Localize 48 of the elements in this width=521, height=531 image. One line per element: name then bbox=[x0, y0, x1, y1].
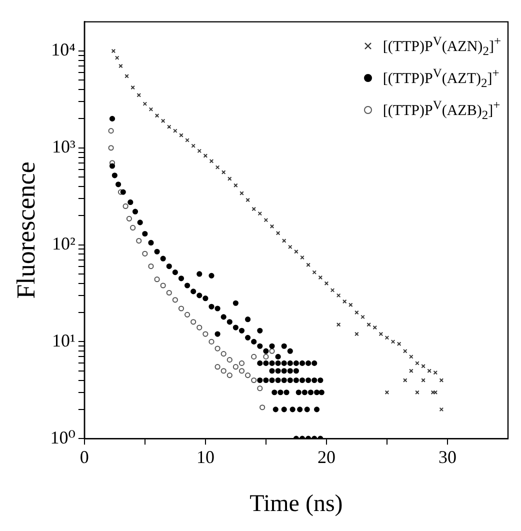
point bbox=[122, 203, 128, 210]
y-tick-label: 10⁴ bbox=[51, 40, 76, 60]
point bbox=[238, 360, 245, 366]
point bbox=[148, 263, 154, 270]
point bbox=[226, 357, 232, 363]
point bbox=[214, 364, 220, 370]
point bbox=[238, 368, 245, 374]
point bbox=[154, 276, 160, 282]
point bbox=[172, 297, 178, 303]
x-tick-label: 0 bbox=[80, 447, 89, 468]
point bbox=[214, 346, 220, 352]
point bbox=[136, 238, 142, 244]
point bbox=[108, 128, 114, 134]
point bbox=[269, 348, 275, 354]
point bbox=[263, 354, 269, 360]
point bbox=[130, 224, 136, 231]
point bbox=[245, 372, 251, 378]
point bbox=[126, 216, 132, 222]
point bbox=[108, 145, 114, 151]
point bbox=[220, 351, 226, 357]
point bbox=[220, 368, 226, 374]
point bbox=[190, 319, 196, 325]
point bbox=[160, 282, 166, 288]
point bbox=[166, 290, 172, 296]
legend-label: [(TTP)P$^{V}$(AZN)$_{2}$]$^{+}$ bbox=[382, 33, 501, 60]
x-tick-label: 20 bbox=[317, 447, 336, 468]
point bbox=[178, 306, 184, 312]
y-tick-label: 10³ bbox=[52, 136, 76, 157]
point bbox=[257, 386, 263, 392]
y-tick-label: 10⁰ bbox=[50, 427, 76, 448]
point bbox=[226, 372, 232, 378]
point bbox=[202, 331, 208, 337]
point bbox=[142, 250, 148, 256]
point bbox=[184, 312, 190, 318]
point bbox=[251, 354, 257, 360]
x-tick-label: 30 bbox=[438, 447, 456, 468]
point bbox=[208, 338, 214, 344]
point bbox=[196, 324, 202, 330]
point bbox=[232, 364, 238, 370]
x-tick-label: 10 bbox=[196, 447, 214, 468]
point bbox=[260, 404, 266, 410]
y-tick-label: 10¹ bbox=[52, 330, 76, 350]
point bbox=[251, 377, 257, 384]
y-axis-title: Fluorescence bbox=[11, 162, 40, 299]
legend-label: [(TTP)P$^{V}$(AZB)$_{2}$]$^{+}$ bbox=[382, 97, 500, 124]
y-tick-label: 10² bbox=[52, 234, 76, 254]
x-axis-title: Time (ns) bbox=[250, 490, 343, 517]
legend-label: [(TTP)P$^{V}$(AZT)$_{2}$]$^{+}$ bbox=[382, 65, 500, 92]
